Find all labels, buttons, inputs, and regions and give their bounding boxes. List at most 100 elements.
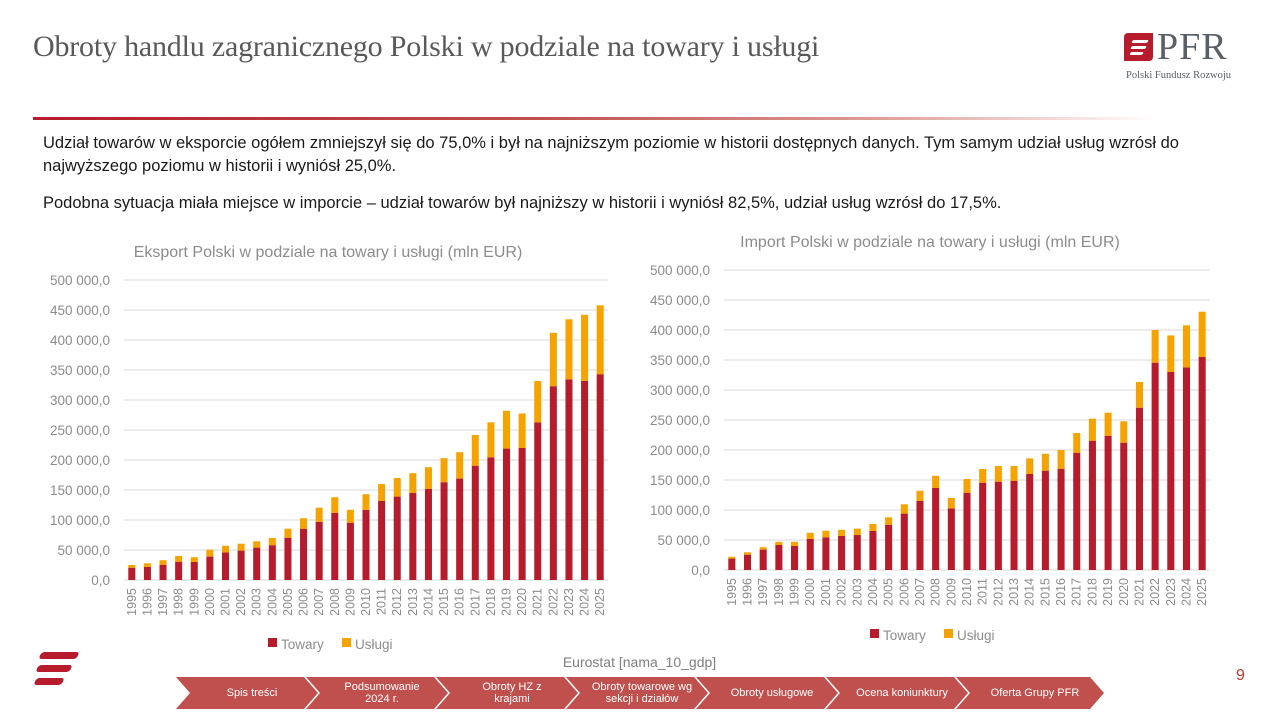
import-bar-towary-2015 (1041, 470, 1049, 570)
import-bar-uslugi-2023 (1167, 335, 1175, 372)
import-x-tick-label: 2015 (1038, 578, 1052, 606)
import-bar-uslugi-1996 (743, 552, 752, 555)
import-x-tick-label: 2025 (1195, 578, 1209, 606)
export-bar-towary-1999 (190, 562, 198, 580)
import-x-tick-label: 2005 (882, 578, 896, 606)
header-divider (33, 117, 1158, 120)
import-bar-towary-2024 (1182, 367, 1191, 570)
import-x-tick-label: 2004 (866, 578, 880, 606)
import-y-tick-label: 300 000,0 (650, 383, 710, 398)
export-x-tick-label: 2003 (250, 588, 264, 616)
pfr-logo: PFR Polski Fundusz Rozwoju (1124, 26, 1254, 90)
import-bar-uslugi-2001 (822, 530, 830, 538)
export-bar-towary-2009 (346, 522, 354, 580)
import-x-tick-label: 2024 (1179, 578, 1193, 606)
import-bar-towary-1998 (775, 544, 783, 570)
import-bar-uslugi-2006 (900, 504, 908, 514)
import-x-tick-label: 1997 (756, 578, 770, 606)
import-x-tick-label: 2003 (850, 578, 864, 606)
export-bar-uslugi-1996 (143, 563, 151, 567)
import-bar-towary-2000 (806, 538, 814, 570)
export-x-tick-label: 2020 (515, 588, 529, 616)
import-bar-uslugi-2020 (1120, 421, 1128, 443)
export-bar-towary-2017 (471, 465, 479, 580)
export-x-tick-label: 2015 (437, 588, 451, 616)
import-x-tick-label: 2023 (1164, 578, 1178, 606)
export-y-tick-label: 400 000,0 (50, 333, 110, 348)
export-bar-towary-2013 (409, 493, 417, 580)
export-chart-title: Eksport Polski w podziale na towary i us… (134, 244, 523, 261)
export-bar-uslugi-2021 (534, 380, 542, 423)
export-bar-towary-2015 (440, 482, 448, 580)
import-bar-towary-2004 (869, 531, 877, 570)
export-bar-uslugi-2001 (221, 545, 229, 553)
import-y-tick-label: 400 000,0 (650, 323, 710, 338)
import-x-tick-label: 2021 (1132, 578, 1146, 606)
export-bar-uslugi-1997 (159, 560, 167, 565)
export-bar-towary-2005 (284, 537, 292, 580)
export-x-tick-label: 2018 (484, 588, 498, 616)
source-text: Eurostat [nama_10_gdp] (562, 654, 717, 670)
import-x-tick-label: 2002 (835, 578, 849, 606)
import-bar-towary-2021 (1135, 407, 1143, 570)
nav-item-spis-tresci[interactable]: Spis treści (176, 677, 318, 709)
import-y-tick-label: 100 000,0 (650, 503, 710, 518)
export-bar-uslugi-2014 (424, 467, 432, 489)
export-y-tick-label: 350 000,0 (50, 363, 110, 378)
legend-swatch-uslugi (944, 629, 953, 638)
import-bar-uslugi-2004 (869, 523, 877, 531)
export-bar-uslugi-2002 (237, 543, 245, 551)
export-x-tick-label: 2012 (390, 588, 404, 616)
export-bar-uslugi-2016 (456, 452, 464, 479)
import-bar-towary-2016 (1057, 468, 1065, 570)
import-x-tick-label: 1996 (741, 578, 755, 606)
nav-item-obroty-towarowe[interactable]: Obroty towarowe wg sekcji i działów (566, 677, 708, 709)
import-bar-towary-2006 (900, 513, 908, 570)
nav-item-podsumowanie[interactable]: Podsumowanie 2024 r. (306, 677, 448, 709)
nav-item-oferta-grupy-pfr[interactable]: Oferta Grupy PFR (956, 677, 1104, 709)
import-y-tick-label: 450 000,0 (650, 293, 710, 308)
nav-item-ocena-koniunktury[interactable]: Ocena koniunktury (826, 677, 968, 709)
import-bar-uslugi-2000 (806, 532, 814, 539)
nav-item-obroty-hz[interactable]: Obroty HZ z krajami (436, 677, 578, 709)
legend-label-uslugi: Usługi (355, 637, 393, 652)
export-bar-uslugi-2019 (503, 410, 511, 449)
import-x-tick-label: 2017 (1070, 578, 1084, 606)
import-bar-uslugi-2014 (1026, 458, 1034, 474)
export-bar-uslugi-2024 (581, 314, 589, 381)
import-y-tick-label: 250 000,0 (650, 413, 710, 428)
export-bar-uslugi-2020 (518, 413, 526, 448)
export-bar-uslugi-2004 (268, 538, 276, 546)
export-bar-towary-1996 (143, 566, 151, 580)
import-bar-uslugi-2005 (885, 517, 893, 525)
export-x-tick-label: 2006 (297, 588, 311, 616)
import-bar-uslugi-2017 (1073, 433, 1081, 453)
export-bar-towary-2023 (565, 379, 573, 580)
import-bar-uslugi-1999 (791, 541, 799, 546)
export-x-tick-label: 2023 (562, 588, 576, 616)
import-bar-towary-2005 (885, 524, 893, 570)
export-x-tick-label: 2008 (328, 588, 342, 616)
export-y-tick-label: 450 000,0 (50, 303, 110, 318)
nav-item-obroty-uslugowe[interactable]: Obroty usługowe (696, 677, 838, 709)
import-bar-uslugi-2012 (994, 466, 1002, 482)
import-x-tick-label: 2016 (1054, 578, 1068, 606)
export-x-tick-label: 2007 (312, 588, 326, 616)
import-x-tick-label: 1995 (725, 578, 739, 606)
export-y-tick-label: 250 000,0 (50, 423, 110, 438)
export-x-tick-label: 2000 (203, 588, 217, 616)
export-bar-uslugi-2012 (393, 478, 401, 497)
import-bar-uslugi-2003 (853, 528, 861, 536)
import-bar-uslugi-2008 (932, 475, 940, 488)
export-x-tick-label: 2001 (218, 588, 232, 616)
legend-label-towary: Towary (883, 628, 926, 643)
import-y-tick-label: 150 000,0 (650, 473, 710, 488)
import-y-tick-label: 500 000,0 (650, 263, 710, 278)
export-bar-uslugi-1999 (190, 557, 198, 562)
export-y-tick-label: 100 000,0 (50, 513, 110, 528)
data-source: Eurostat [nama_10_gdp] (0, 654, 1279, 670)
export-bar-towary-2010 (362, 509, 370, 580)
export-y-tick-label: 50 000,0 (57, 543, 110, 558)
export-bar-towary-2012 (393, 496, 401, 580)
page-title: Obroty handlu zagranicznego Polski w pod… (33, 30, 820, 63)
